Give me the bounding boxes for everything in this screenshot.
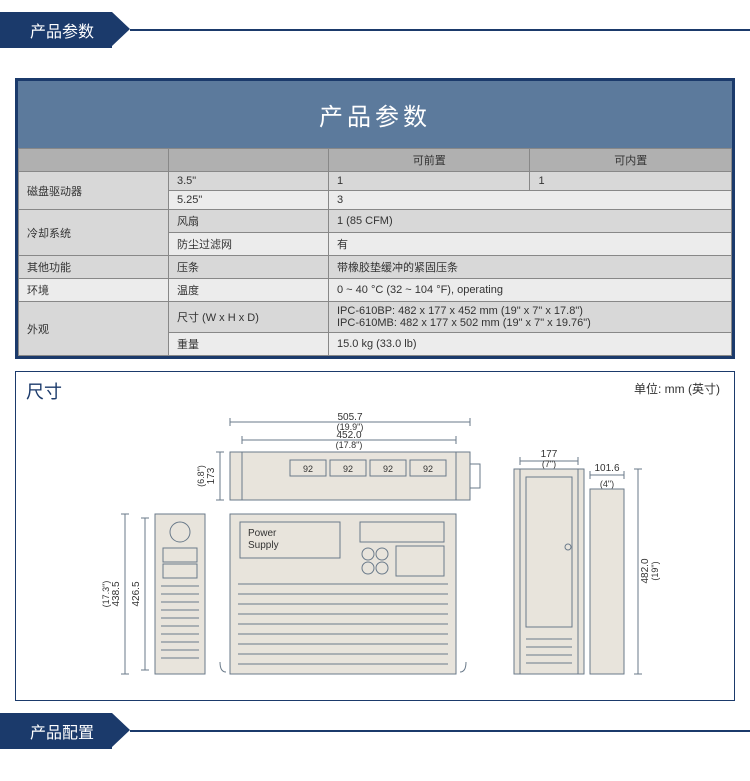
dim-bl-h1: 438.5 [111,581,122,606]
spec-size-val2: IPC-610MB: 482 x 177 x 502 mm (19" x 7" … [337,317,591,329]
spec-size-val: IPC-610BP: 482 x 177 x 452 mm (19" x 7" … [329,302,732,333]
psu-label2: Supply [248,540,279,551]
spec-filter-val: 有 [329,233,732,256]
spec-bar: 压条 [169,256,329,279]
dimensions-panel: 尺寸 单位: mm (英寸) 505.7 (19.9") 452.0 (17.8… [15,371,735,701]
front-small-view: 438.5 (17.3") 426.5 [101,514,205,674]
spec-fan-val: 1 (85 CFM) [329,210,732,233]
spec-temp-val: 0 ~ 40 °C (32 ~ 104 °F), operating [329,279,732,302]
spec-disk-525: 5.25" [169,191,329,210]
spec-table: 可前置 可内置 磁盘驱动器 3.5" 1 1 5.25" 3 冷却系统 风扇 1… [18,148,732,356]
dim-r-h-in: (19") [650,561,660,580]
spec-size: 尺寸 (W x H x D) [169,302,329,333]
section-line [130,29,750,31]
section-line-2 [130,730,750,732]
section-tab-config-label: 产品配置 [30,725,94,742]
dim-bl-h2: 426.5 [131,581,142,606]
slot1: 92 [303,464,313,474]
spec-size-val1: IPC-610BP: 482 x 177 x 452 mm (19" x 7" … [337,305,583,317]
spec-panel: 产品参数 可前置 可内置 磁盘驱动器 3.5" 1 1 5.25" 3 冷却系统… [15,78,735,359]
spec-cooling-label: 冷却系统 [19,210,169,256]
spec-weight: 重量 [169,333,329,356]
spec-env-label: 环境 [19,279,169,302]
dim-top-wi-in: (17.8") [336,440,363,450]
spec-col-blank2 [169,149,329,172]
section-header-spec: 产品参数 [0,12,750,48]
dim-bl-h1-in: (17.3") [101,581,111,608]
dimensions-title: 尺寸 [26,378,724,404]
spec-disk-35-c1: 1 [329,172,530,191]
front-tall-view: 177 (7") 101.6 (4") 482.0 (19") [514,449,660,674]
dim-stroke-group: 505.7 (19.9") 452.0 (17.8") 92 92 92 92 … [101,412,660,674]
spec-disk-525-c1: 3 [329,191,732,210]
side-view: Power Supply [220,514,466,674]
spec-filter: 防尘过滤网 [169,233,329,256]
spec-weight-val: 15.0 kg (33.0 lb) [329,333,732,356]
section-tab-spec-label: 产品参数 [30,24,94,41]
spec-disk-label: 磁盘驱动器 [19,172,169,210]
section-tab-spec: 产品参数 [0,12,112,48]
dimensions-unit: 单位: mm (英寸) [634,380,720,397]
spec-panel-title: 产品参数 [18,81,732,148]
dim-r-d-in: (4") [600,479,614,489]
spec-col-front: 可前置 [329,149,530,172]
section-tab-config: 产品配置 [0,713,112,749]
spec-ext-label: 外观 [19,302,169,356]
psu-label1: Power [248,528,277,539]
spec-disk-35-c2: 1 [530,172,732,191]
slot4: 92 [423,464,433,474]
slot3: 92 [383,464,393,474]
dim-r-d: 101.6 [594,463,619,474]
dimensions-svg: 505.7 (19.9") 452.0 (17.8") 92 92 92 92 … [30,404,720,694]
dim-top-h-in: (6.8") [196,465,206,487]
spec-other-label: 其他功能 [19,256,169,279]
dim-top-h: 173 [206,467,217,484]
dim-r-w-in: (7") [542,459,556,469]
section-header-config: 产品配置 [0,713,750,749]
slot2: 92 [343,464,353,474]
spec-disk-35: 3.5" [169,172,329,191]
spec-fan: 风扇 [169,210,329,233]
spec-col-blank1 [19,149,169,172]
spec-bar-val: 带橡胶垫缓冲的紧固压条 [329,256,732,279]
top-view: 505.7 (19.9") 452.0 (17.8") 92 92 92 92 … [196,412,480,500]
spec-temp: 温度 [169,279,329,302]
spec-col-internal: 可内置 [530,149,732,172]
